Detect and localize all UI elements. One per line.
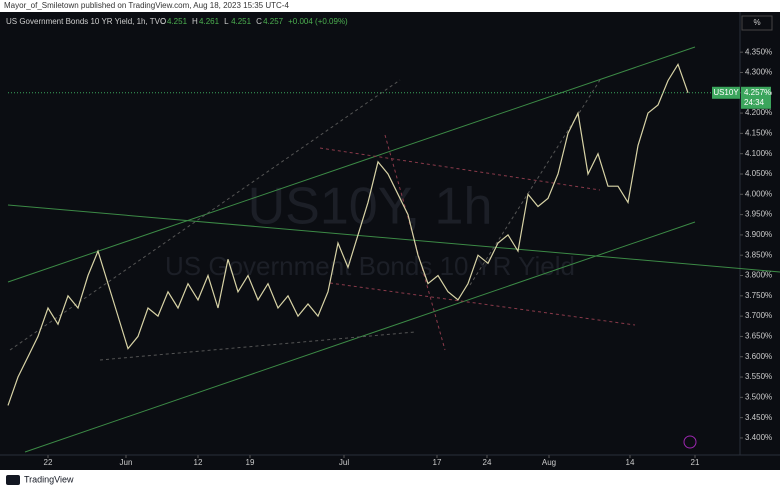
trend-line (24, 221, 696, 453)
symbol-tag-label: US10Y (713, 88, 739, 97)
footer: TradingView (24, 474, 74, 484)
y-tick-label: 3.700% (745, 311, 772, 320)
trend-line (384, 134, 446, 351)
x-tick-label: Jun (120, 458, 133, 467)
y-tick-label: 3.900% (745, 230, 772, 239)
y-tick-label: 4.350% (745, 47, 772, 56)
y-tick-label: 3.500% (745, 392, 772, 401)
y-tick-label: 4.050% (745, 169, 772, 178)
price-line (7, 62, 689, 406)
trend-line (7, 46, 696, 283)
x-tick-label: 17 (433, 458, 442, 467)
y-tick-label: 3.400% (745, 433, 772, 442)
ohlc-value: 4.257 (263, 17, 284, 26)
header: Mayor_of_Smiletown published on TradingV… (4, 1, 289, 10)
x-tick-label: 14 (626, 458, 635, 467)
y-tick-label: 4.200% (745, 108, 772, 117)
legend-title: US Government Bonds 10 YR Yield, 1h, TVC (6, 17, 166, 26)
x-tick-label: 21 (691, 458, 700, 467)
y-tick-label: 4.150% (745, 128, 772, 137)
ohlc-key: C (256, 17, 262, 26)
trend-line (99, 331, 416, 361)
y-tick-label: 3.650% (745, 332, 772, 341)
x-tick-label: 12 (194, 458, 203, 467)
ohlc-change: +0.004 (+0.09%) (288, 17, 348, 26)
y-tick-label: 3.850% (745, 250, 772, 259)
y-tick-label: 3.550% (745, 372, 772, 381)
trend-line (7, 204, 780, 273)
chart-bg (0, 12, 780, 470)
ohlc-key: L (224, 17, 229, 26)
y-tick-label: 4.000% (745, 189, 772, 198)
logo (6, 475, 20, 485)
y-tick-label: 3.950% (745, 210, 772, 219)
ohlc-value: 4.251 (231, 17, 252, 26)
scale-button-label: % (753, 18, 760, 27)
ohlc-key: O (160, 17, 166, 26)
y-tick-label: 4.300% (745, 68, 772, 77)
price-tag (741, 86, 771, 109)
y-tick-label: 4.100% (745, 149, 772, 158)
trend-line (469, 79, 601, 286)
y-tick-label: 3.450% (745, 413, 772, 422)
alert-icon[interactable] (683, 435, 697, 449)
x-tick-label: 19 (246, 458, 255, 467)
footer-bar (0, 470, 780, 490)
x-tick-label: Jul (339, 458, 349, 467)
countdown: 24:34 (744, 98, 765, 107)
y-tick-label: 3.800% (745, 271, 772, 280)
price-tag-label: 4.257% (744, 88, 771, 97)
scale-button[interactable] (741, 15, 773, 31)
x-tick-label: Aug (542, 458, 556, 467)
y-tick-label: 3.750% (745, 291, 772, 300)
y-tick-label: 3.600% (745, 352, 772, 361)
ohlc-value: 4.251 (167, 17, 188, 26)
symbol-tag (712, 86, 740, 99)
ohlc: O 4.251 H 4.261 L 4.251 C 4.257 +0.004 (+0.09%) (160, 17, 348, 26)
trend-line (319, 147, 601, 191)
x-tick-label: 24 (483, 458, 492, 467)
x-tick-label: 22 (44, 458, 53, 467)
ohlc-value: 4.261 (199, 17, 220, 26)
watermark-symbol: US10Y, 1h (248, 178, 493, 236)
header-bar (0, 0, 780, 12)
ohlc-key: H (192, 17, 198, 26)
